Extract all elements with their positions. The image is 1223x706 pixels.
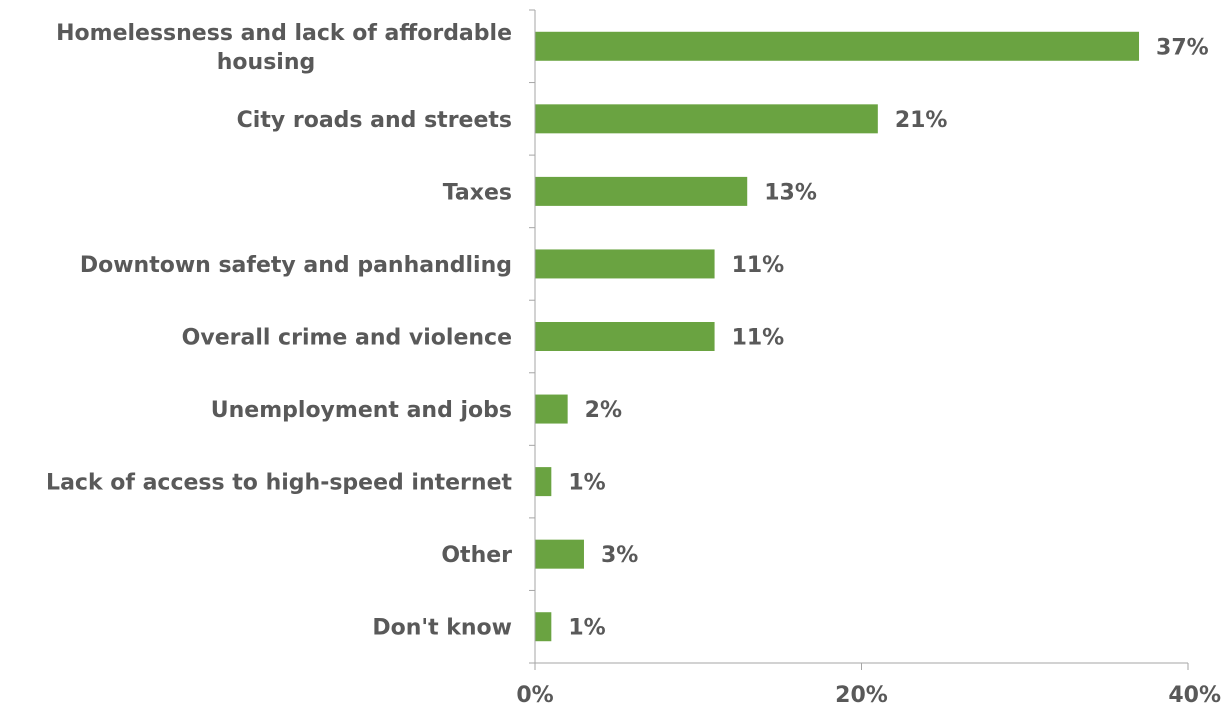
x-tick-labels-group: 0% 20% 40% [516, 683, 1221, 706]
bar-value-label: 21% [895, 108, 948, 133]
category-label: Unemployment and jobs [211, 398, 512, 423]
category-label: Downtown safety and panhandling [80, 253, 512, 278]
category-label: Overall crime and violence [182, 326, 512, 351]
category-labels-group: Homelessness and lack of affordable housi… [46, 21, 512, 641]
category-label: City roads and streets [237, 108, 512, 133]
category-label: Lack of access to high-speed internet [46, 471, 512, 496]
bar [535, 395, 568, 424]
bar [535, 104, 878, 133]
x-tick-label: 20% [835, 683, 888, 706]
x-tick-label: 0% [516, 683, 553, 706]
bar-value-label: 11% [732, 253, 785, 278]
bar-value-label: 1% [568, 471, 605, 496]
bar [535, 32, 1139, 61]
bar [535, 322, 715, 351]
category-label: housing [217, 50, 315, 75]
category-label: Homelessness and lack of affordable [56, 21, 512, 46]
category-label: Other [441, 543, 512, 568]
bar-value-label: 1% [568, 616, 605, 641]
bar [535, 612, 551, 641]
bar [535, 177, 747, 206]
bar-value-label: 13% [764, 180, 817, 205]
category-label: Don't know [372, 616, 512, 641]
bar [535, 249, 715, 278]
bar-value-label: 3% [601, 543, 638, 568]
bar-value-label: 37% [1156, 35, 1209, 60]
bar [535, 540, 584, 569]
bar-value-label: 2% [585, 398, 622, 423]
bar [535, 467, 551, 496]
bar-value-label: 11% [732, 326, 785, 351]
x-tick-label: 40% [1168, 683, 1221, 706]
category-label: Taxes [443, 180, 512, 205]
